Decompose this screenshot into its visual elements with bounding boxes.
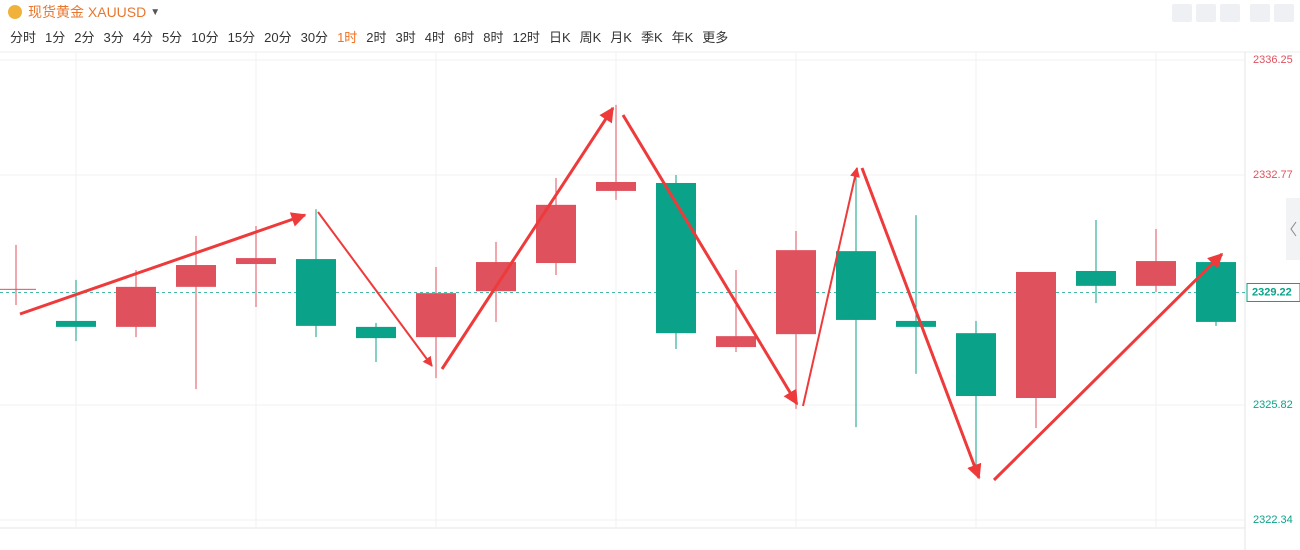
y-tick-label: 2322.34	[1253, 514, 1293, 526]
candle-body	[176, 265, 216, 287]
timeframe-tab[interactable]: 2时	[366, 30, 387, 45]
timeframe-tab[interactable]: 1分	[45, 30, 66, 45]
timeframe-bar: 分时 1分 2分 3分 4分 5分 10分 15分 20分 30分 1时 2时 3时 4时 6时 8时 12时日…	[10, 27, 728, 46]
candle-body	[416, 293, 456, 338]
candle-body	[656, 182, 696, 334]
timeframe-tab[interactable]: 日K	[548, 30, 571, 45]
candle-body	[296, 259, 336, 326]
timeframe-tab[interactable]: 年K	[671, 30, 694, 45]
timeframe-tab[interactable]: 更多	[702, 30, 729, 45]
annotation-arrows	[19, 106, 1224, 482]
timeframe-tab[interactable]: 6时	[454, 30, 475, 45]
timeframe-tab[interactable]: 季K	[640, 30, 663, 45]
candle-body	[536, 204, 576, 264]
timeframe-tab[interactable]: 1时	[337, 30, 358, 45]
timeframe-tab[interactable]: 20分	[264, 30, 292, 45]
timeframe-tab[interactable]: 周K	[579, 30, 602, 45]
timeframe-tab[interactable]: 5分	[161, 30, 183, 45]
symbol-header[interactable]: 现货黄金 XAUUSD ▼	[8, 3, 160, 21]
tool-button[interactable]	[1172, 4, 1192, 22]
candle-body	[116, 286, 156, 327]
current-price-box	[1246, 282, 1300, 302]
candle-body	[56, 320, 96, 327]
timeframe-tab[interactable]: 15分	[227, 30, 256, 45]
timeframe-tab[interactable]: 8时	[483, 30, 504, 45]
timeframe-tab[interactable]: 分时	[10, 30, 37, 45]
gold-icon	[8, 5, 22, 19]
dropdown-caret: ▼	[150, 6, 161, 18]
y-tick-label: 2336.25	[1253, 54, 1293, 66]
candle-body	[896, 320, 936, 327]
candle-body	[1196, 262, 1236, 322]
candle-body	[716, 336, 756, 348]
y-tick-label: 2325.82	[1253, 399, 1293, 411]
candle-body	[836, 251, 876, 320]
candle-body	[236, 258, 276, 265]
candle-body	[1136, 261, 1176, 286]
timeframe-tab[interactable]: 10分	[191, 30, 219, 45]
candle-body	[0, 288, 36, 290]
timeframe-tab[interactable]: 12时	[512, 30, 540, 45]
timeframe-tab[interactable]: 4时	[424, 30, 445, 45]
candle-body	[776, 250, 816, 335]
window-tools	[1250, 4, 1294, 22]
timeframe-tab[interactable]: 2分	[74, 30, 95, 45]
timeframe-tab[interactable]: 4分	[132, 30, 153, 45]
candle-body	[1076, 270, 1116, 286]
current-price-label: 2329.22	[1252, 286, 1292, 298]
timeframe-tab[interactable]: 30分	[300, 30, 329, 45]
y-tick-label: 2332.77	[1253, 169, 1293, 181]
timeframe-tab[interactable]: 月K	[610, 30, 632, 45]
close-button[interactable]	[1274, 4, 1294, 22]
symbol-title: 现货黄金 XAUUSD	[28, 4, 147, 20]
timeframe-tab[interactable]: 3时	[395, 30, 416, 45]
side-tab-arrow	[1290, 221, 1297, 237]
tool-button[interactable]	[1220, 4, 1240, 22]
timeframe-tab[interactable]: 3分	[103, 30, 124, 45]
side-tab[interactable]	[1286, 198, 1300, 260]
expand-button[interactable]	[1250, 4, 1270, 22]
chart-tools	[1172, 4, 1240, 22]
candle-body	[596, 181, 636, 191]
candle-body	[956, 333, 996, 397]
candle-body	[1016, 271, 1056, 399]
tool-button[interactable]	[1196, 4, 1216, 22]
candle-body	[356, 326, 396, 339]
